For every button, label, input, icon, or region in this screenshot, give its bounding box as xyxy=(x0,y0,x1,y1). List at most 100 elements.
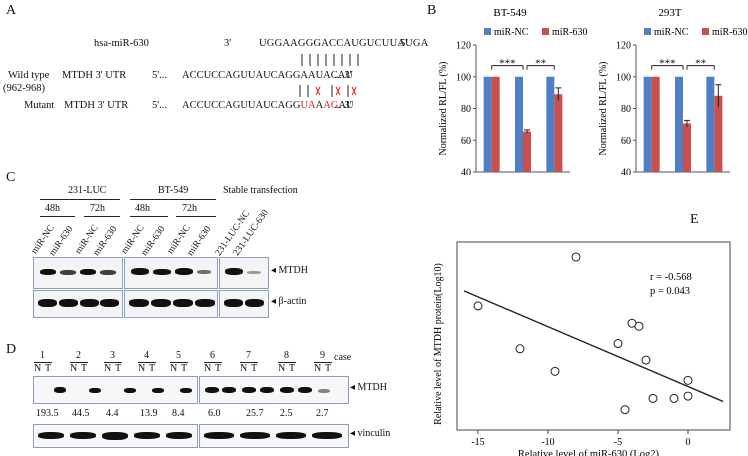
y-axis-label: Normalized RL/FL (%) xyxy=(598,61,609,155)
y-tick-label: 40 xyxy=(621,168,631,176)
wt-position: (962-968) xyxy=(3,83,45,94)
bar xyxy=(554,94,563,172)
data-point xyxy=(620,405,630,415)
chart-title: 293T xyxy=(658,7,682,19)
case-line xyxy=(70,362,88,363)
y-tick-label: 40 xyxy=(461,168,471,176)
blot-vinculin-d-left xyxy=(33,424,198,448)
row-mtdh-d: ◂ MTDH xyxy=(350,382,387,393)
legend-swatch xyxy=(644,28,651,35)
case-number: 1 xyxy=(40,350,45,361)
group-231luc: 231-LUC xyxy=(68,185,107,196)
data-point xyxy=(473,301,483,311)
lane-t: T xyxy=(325,363,332,374)
ratio-value: 25.7 xyxy=(246,408,264,419)
mut-gene: MTDH 3' UTR xyxy=(64,100,129,111)
time-line-3 xyxy=(130,216,168,217)
legend-swatch xyxy=(484,28,491,35)
mir-sequence: UGGAAGGGACCAUGUCUUAUGA xyxy=(259,38,429,49)
case-number: 4 xyxy=(144,350,149,361)
blot-actin-stable xyxy=(219,290,269,318)
ratio-value: 2.7 xyxy=(316,408,329,419)
case-number: 9 xyxy=(320,350,325,361)
panel-c-label: C xyxy=(6,170,16,185)
bar-chart-293t: 293T miR-NC miR-630 40 60 80 100 120 Normalized … xyxy=(598,7,748,175)
x-tick-label: Mu-3'UTR xyxy=(527,173,561,175)
bar-chart-bt549: BT-549 miR-NC miR-630 40 60 80 100 120 Normalize… xyxy=(438,7,588,175)
wt-5-end: 5'... xyxy=(152,70,168,81)
y-tick-label: 80 xyxy=(461,104,471,115)
y-tick-label: 80 xyxy=(621,104,631,115)
data-point xyxy=(669,393,679,403)
data-point xyxy=(571,252,581,262)
bar xyxy=(491,76,500,172)
lane-t: T xyxy=(251,363,258,374)
panel-b-charts: BT-549 miR-NC miR-630 40 60 80 100 120 Normalize… xyxy=(438,7,748,175)
wt-sequence: ACCUCCAGUUAUCAGGAAUACAU xyxy=(182,70,353,81)
case-line xyxy=(170,362,188,363)
row-vinculin-d: ◂ vinculin xyxy=(350,428,391,439)
y-tick-label: 60 xyxy=(621,136,631,147)
time-72h-1: 72h xyxy=(90,203,105,214)
lane-t: T xyxy=(181,363,188,374)
bar xyxy=(515,76,523,172)
data-point xyxy=(550,366,560,376)
legend-entry: miR-NC xyxy=(654,27,689,38)
lane-n: N xyxy=(34,363,42,374)
bar xyxy=(706,76,715,172)
plot-frame xyxy=(456,241,731,431)
row-actin-c: ◂ β-actin xyxy=(271,296,307,307)
data-point xyxy=(648,393,658,403)
lane-n: N xyxy=(138,363,146,374)
case-line xyxy=(278,362,296,363)
wt-3-end: ... 3' xyxy=(334,70,352,81)
bar xyxy=(483,76,492,172)
bar xyxy=(651,76,660,172)
case-line xyxy=(314,362,332,363)
case-number: 3 xyxy=(110,350,115,361)
mir-name: hsa-miR-630 xyxy=(94,38,149,49)
x-tick-label: -15 xyxy=(471,437,484,448)
sig-label: *** xyxy=(499,58,515,70)
wt-label: Wild type xyxy=(8,70,50,81)
mutant-pairing-marks xyxy=(299,85,357,97)
ratio-value: 44.5 xyxy=(72,408,90,419)
x-tick-label: 0 xyxy=(686,437,691,448)
group-bt549: BT-549 xyxy=(158,185,189,196)
x-tick-label: WT-3'UTR xyxy=(495,173,530,175)
bar xyxy=(675,76,683,172)
y-tick-label: 100 xyxy=(616,72,631,83)
lane-n: N xyxy=(104,363,112,374)
group-stable: Stable transfection xyxy=(223,185,298,196)
blot-mtdh-bt549 xyxy=(124,257,218,289)
lane-n: N xyxy=(240,363,248,374)
x-tick-label: WT-3'UTR xyxy=(655,173,690,175)
lane-t: T xyxy=(115,363,122,374)
y-axis-label: Relative level of MTDH protein(Log10) xyxy=(433,263,444,425)
row-mtdh-c: ◂ MTDH xyxy=(271,265,308,276)
legend-entry: miR-NC xyxy=(494,27,529,38)
ratio-value: 193.5 xyxy=(36,408,59,419)
y-axis-label: Normalized RL/FL (%) xyxy=(438,61,449,155)
panel-d-label: D xyxy=(6,342,17,357)
case-line xyxy=(104,362,122,363)
lane-n: N xyxy=(70,363,78,374)
r-value: r = -0.568 xyxy=(650,272,692,283)
time-line-1 xyxy=(40,216,75,217)
time-line-4 xyxy=(176,216,216,217)
panel-a-label: A xyxy=(6,3,17,18)
case-number: 2 xyxy=(76,350,81,361)
blot-mtdh-231luc xyxy=(33,257,123,289)
x-tick-label: -10 xyxy=(541,437,554,448)
data-point xyxy=(515,344,525,354)
lane-t: T xyxy=(45,363,52,374)
time-line-2 xyxy=(84,216,120,217)
data-point xyxy=(634,321,644,331)
blot-mtdh-stable xyxy=(219,257,269,289)
blot-mtdh-d-left xyxy=(33,376,198,404)
lane-t: T xyxy=(215,363,222,374)
seed-pairing-lines xyxy=(301,54,359,66)
time-48h-2: 48h xyxy=(135,203,150,214)
bar xyxy=(523,131,531,172)
case-number: 8 xyxy=(284,350,289,361)
